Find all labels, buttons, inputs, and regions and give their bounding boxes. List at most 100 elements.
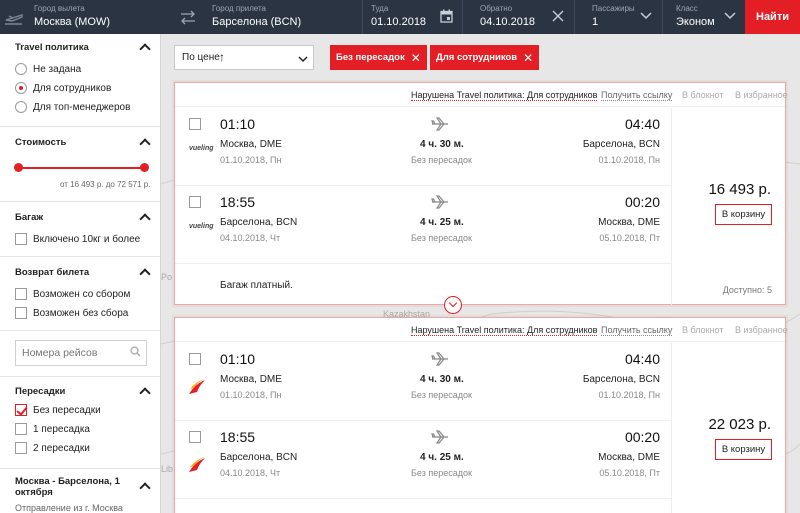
depart-date-field[interactable]: Туда 01.10.2018 [362,0,462,34]
price-panel: 16 493 р. В корзину Доступно: 5 [671,108,785,305]
price: 22 023 р. [708,416,771,433]
section-title: Пересадки [15,386,66,397]
stops-info: Без пересадок [411,155,472,165]
close-icon[interactable] [552,10,564,25]
add-to-cart-button[interactable]: В корзину [715,439,772,460]
price-panel: 22 023 р. В корзину [671,343,785,513]
calendar-icon[interactable] [440,9,453,26]
arrival-date: 01.10.2018, Пн [598,390,660,400]
policy-violation[interactable]: Нарушена Travel политика: Для сотруднико… [411,325,598,336]
filter-cost: Стоимость от 16 493 р. до 72 571 р. [0,127,160,202]
add-to-cart-button[interactable]: В корзину [715,204,772,225]
sort-arrow-icon: ↑ [219,50,225,64]
get-link[interactable]: Получить ссылку [601,90,673,101]
return-date-field[interactable]: Обратно 04.10.2018 [462,0,574,34]
plane-icon [431,116,449,135]
flight-result-card: Нарушена Travel политика: Для сотруднико… [174,82,788,314]
results-area: Po Kazakhstan Lib По цене ↑ Без пересадо… [161,34,800,513]
section-title: октября [15,487,53,498]
depart-date-label: Туда [371,4,389,13]
close-icon[interactable]: ✕ [523,50,534,65]
option-label: Включено 10кг и более [33,234,141,245]
chip-no-transfers[interactable]: Без пересадок ✕ [330,45,427,70]
option-label: Не задана [33,64,82,75]
add-to-notebook[interactable]: В блокнот [682,90,724,100]
chip-employees[interactable]: Для сотрудников ✕ [430,45,540,70]
to-city-label: Город прилета [212,4,266,13]
filter-route: Москва - Барселона, 1 октября Отправлени… [0,469,160,513]
policy-violation[interactable]: Нарушена Travel политика: Для сотруднико… [411,90,598,101]
expand-details-icon[interactable] [444,296,462,314]
sort-dropdown[interactable]: По цене ↑ [174,45,314,70]
price: 16 493 р. [708,181,771,198]
range-handle-max[interactable] [140,163,149,172]
chevron-down-icon [298,55,308,66]
price-range-track [18,167,145,169]
radio-not-set[interactable] [15,63,27,75]
option-label: 2 пересадки [33,443,90,454]
divider [574,0,575,34]
departure-time: 18:55 [220,429,256,445]
leg-checkbox[interactable] [189,196,201,208]
flight-leg: vueling 01:10 Москва, DME 01.10.2018, Пн… [175,108,672,186]
airline-logo: vueling [189,223,214,230]
arrival-date: 05.10.2018, Пт [599,468,660,478]
search-icon[interactable] [130,346,141,360]
availability: Доступно: 5 [722,285,772,295]
checkbox-2-transfers[interactable] [15,442,27,454]
checkbox-refund-fee[interactable] [15,288,27,300]
flight-duration: 4 ч. 25 м. [420,452,464,463]
swap-icon[interactable] [174,0,202,34]
option-label: Для сотрудников [33,83,112,94]
leg-checkbox[interactable] [189,353,201,365]
chevron-up-icon[interactable] [139,387,151,399]
departure-time: 01:10 [220,116,256,132]
return-date-label: Обратно [480,4,513,13]
add-to-favorites[interactable]: В избранное [735,90,788,100]
checkbox-refund-free[interactable] [15,307,27,319]
from-city-field[interactable]: Город вылета Москва (MOW) [28,0,174,34]
departure-city: Барселона, BCN [220,452,298,463]
chevron-up-icon[interactable] [139,43,151,55]
chevron-down-icon[interactable] [724,11,736,23]
departure-time: 18:55 [220,194,256,210]
radio-top-managers[interactable] [15,101,27,113]
radio-employees[interactable] [15,82,27,94]
section-title: Багаж [15,212,44,223]
to-city-field[interactable]: Город прилета Барселона (BCN) [202,0,362,34]
add-to-notebook[interactable]: В блокнот [682,325,724,335]
class-field[interactable]: Класс Эконом [662,0,745,34]
chevron-up-icon[interactable] [139,268,151,280]
chevron-up-icon[interactable] [139,138,151,150]
close-icon[interactable]: ✕ [410,50,421,65]
option-label: Возможен со сбором [33,289,131,300]
add-to-favorites[interactable]: В избранное [735,325,788,335]
option-label: Для топ-менеджеров [33,102,131,113]
filters-sidebar: Travel политика Не задана Для сотруднико… [0,34,161,513]
map-label: Lib [161,464,174,474]
flight-duration: 4 ч. 30 м. [420,374,464,385]
checkbox-baggage-10kg[interactable] [15,233,27,245]
checkbox-no-transfers[interactable] [15,404,27,416]
range-handle-min[interactable] [14,163,23,172]
leg-checkbox[interactable] [189,431,201,443]
arrival-time: 00:20 [624,429,660,445]
passengers-field[interactable]: Пассажиры 1 [574,0,662,34]
departure-date: 04.10.2018, Чт [220,468,281,478]
flight-leg: 01:10 Москва, DME 01.10.2018, Пн 4 ч. 30… [175,343,672,421]
checkbox-1-transfer[interactable] [15,423,27,435]
section-title: Стоимость [15,137,67,148]
chevron-up-icon[interactable] [139,482,151,494]
flight-number-input[interactable] [15,340,147,366]
chevron-up-icon[interactable] [139,213,151,225]
chevron-down-icon[interactable] [640,11,652,23]
divider [662,0,663,34]
filter-flight-number [0,331,160,377]
get-link[interactable]: Получить ссылку [601,325,673,336]
option-label: Возможен без сбора [33,308,129,319]
passengers-label: Пассажиры [592,4,635,13]
depart-date-value: 01.10.2018 [371,16,427,28]
leg-checkbox[interactable] [189,118,201,130]
airline-logo: vueling [189,145,214,152]
search-button[interactable]: Найти [745,0,800,34]
